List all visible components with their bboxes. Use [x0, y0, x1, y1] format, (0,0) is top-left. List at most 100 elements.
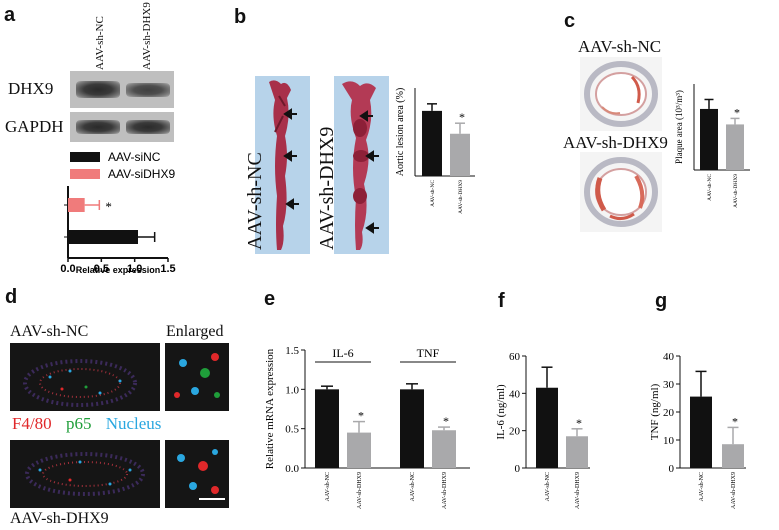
plaque-tissue — [584, 157, 658, 227]
immunofluorescence-image-dhx9 — [10, 440, 160, 508]
y-tick-label: 0 — [515, 463, 521, 475]
y-axis-label: Relative mRNA expression — [264, 348, 276, 469]
y-tick-label: 40 — [663, 351, 675, 363]
y-tick-label: 1.5 — [285, 345, 299, 357]
aorta-tissue — [342, 81, 376, 250]
bar — [566, 436, 588, 468]
histology-label-enlarged: Enlarged — [166, 323, 224, 340]
aorta-image-dhx9 — [334, 76, 389, 254]
bar — [432, 430, 456, 468]
category-label: AAV-sh-DHX9 — [357, 472, 363, 509]
panel-g-letter: g — [655, 290, 668, 312]
lane-label-nc: AAV-sh-NC — [94, 16, 106, 70]
legend-swatch-sinc — [70, 152, 100, 162]
x-tick-label: 1.5 — [160, 263, 175, 275]
bar — [347, 432, 371, 468]
chart-a-xlabel: Relative expression — [76, 265, 161, 275]
panel-a-letter: a — [4, 4, 16, 26]
plaque-label-dhx9: AAV-sh-DHX9 — [563, 133, 668, 152]
x-tick-label: 0.5 — [94, 263, 109, 275]
y-tick-label: 60 — [509, 351, 521, 363]
chart-a: AAV-siNC AAV-siDHX9 0.0 0.5 1.0 1.5 * Relati… — [60, 150, 175, 275]
significance-star: * — [732, 414, 738, 428]
y-tick-label: 10 — [663, 435, 675, 447]
plaque-image-nc — [580, 57, 662, 131]
group-label: IL-6 — [332, 346, 353, 360]
plaque-label-nc: AAV-sh-NC — [578, 37, 662, 56]
immunofluorescence-enlarged-nc — [165, 343, 229, 411]
panel-e-letter: e — [264, 288, 276, 310]
x-tick-label: 1.0 — [127, 263, 142, 275]
y-tick-label: 40 — [509, 388, 521, 400]
stain-p65-label: p65 — [65, 414, 92, 433]
y-axis-label: Aortic lesion area (%) — [395, 88, 406, 177]
fluorescence-signal — [174, 353, 220, 398]
significance-star: * — [443, 414, 449, 428]
legend-label-sidhx9: AAV-siDHX9 — [108, 167, 175, 181]
category-label: AAV-sh-NC — [410, 472, 416, 501]
category-label: AAV-sh-DHX9 — [575, 472, 581, 509]
panel-b-letter: b — [234, 6, 247, 28]
stain-legend: F4/80 p65 Nucleus — [12, 414, 161, 434]
category-label: AAV-sh-DHX9 — [731, 472, 737, 509]
y-tick-label: 20 — [663, 407, 675, 419]
blot-label-dhx9: DHX9 — [8, 79, 54, 98]
y-tick-label: 0 — [669, 463, 675, 475]
histology-label-nc: AAV-sh-NC — [10, 323, 89, 340]
stain-nucleus-label: Nucleus — [105, 414, 162, 433]
chart-c: Plaque area (10³/m³) AAV-sh-NC AAV-sh-DHX9… — [674, 84, 750, 208]
significance-star: * — [576, 416, 582, 430]
stain-f480-label: F4/80 — [12, 414, 52, 433]
bar — [68, 198, 85, 212]
category-label: AAV-sh-DHX9 — [458, 180, 464, 214]
legend-swatch-sidhx9 — [70, 169, 100, 179]
panel-f-letter: f — [498, 290, 505, 312]
bar — [422, 110, 442, 176]
panel-c-letter: c — [564, 10, 576, 32]
chart-g: 0 10 20 30 40 TNF (ng/ml) AAV-sh-NC AAV-sh-DHX9… — [649, 351, 746, 509]
lane-label-dhx9: AAV-sh-DHX9 — [141, 2, 153, 70]
bar — [68, 230, 138, 244]
chart-b-plot: Aortic lesion area (%) AAV-sh-NC AAV-sh-DH… — [395, 88, 475, 214]
bar — [315, 389, 339, 468]
fluorescence-signal — [25, 452, 145, 496]
bar — [400, 389, 424, 468]
y-tick-label: 0.0 — [285, 463, 299, 475]
y-tick-label: 20 — [509, 426, 521, 438]
bar — [536, 387, 558, 468]
chart-f: 0 20 40 60 IL-6 (ng/ml) AAV-sh-NC AAV-sh-DHX9 * — [495, 351, 590, 509]
plaque-image-dhx9 — [580, 152, 662, 232]
blot-band — [76, 81, 120, 98]
chart-g-plot: 0 10 20 30 40 TNF (ng/ml) AAV-sh-NC AAV-sh-DHX9… — [649, 351, 746, 509]
category-label: AAV-sh-NC — [430, 180, 436, 207]
western-blot-gapdh — [70, 112, 174, 142]
category-label: AAV-sh-NC — [545, 472, 551, 501]
category-label: AAV-sh-NC — [699, 472, 705, 501]
panel-d-letter: d — [5, 286, 18, 308]
blot-label-gapdh: GAPDH — [5, 117, 64, 136]
y-axis-label: IL-6 (ng/ml) — [495, 384, 507, 440]
blot-band — [76, 120, 120, 134]
y-axis-label: Plaque area (10³/m³) — [674, 90, 684, 164]
bar — [722, 444, 744, 468]
chart-e: 0.0 0.5 1.0 1.5 Relative mRNA expression AAV-… — [264, 345, 470, 509]
bar — [726, 124, 744, 170]
immunofluorescence-image-nc — [10, 343, 160, 411]
x-tick-label: 0.0 — [60, 263, 75, 275]
western-blot-dhx9 — [70, 71, 174, 108]
group-label: TNF — [417, 346, 440, 360]
bar — [450, 133, 470, 176]
legend-label-sinc: AAV-siNC — [108, 150, 161, 164]
category-label: AAV-sh-NC — [325, 472, 331, 501]
fluorescence-signal — [177, 449, 225, 500]
significance-star: * — [105, 199, 112, 214]
y-tick-label: 30 — [663, 379, 675, 391]
category-label: AAV-sh-DHX9 — [442, 472, 448, 509]
aorta-image-nc — [255, 76, 310, 254]
histology-label-dhx9: AAV-sh-DHX9 — [10, 510, 109, 527]
aorta-tissue — [269, 80, 291, 251]
chart-f-plot: 0 20 40 60 IL-6 (ng/ml) AAV-sh-NC AAV-sh-DHX9 * — [495, 351, 590, 509]
chart-b: Aortic lesion area (%) AAV-sh-NC AAV-sh-DH… — [395, 88, 475, 214]
y-tick-label: 1.0 — [285, 384, 299, 396]
bar — [700, 108, 718, 170]
